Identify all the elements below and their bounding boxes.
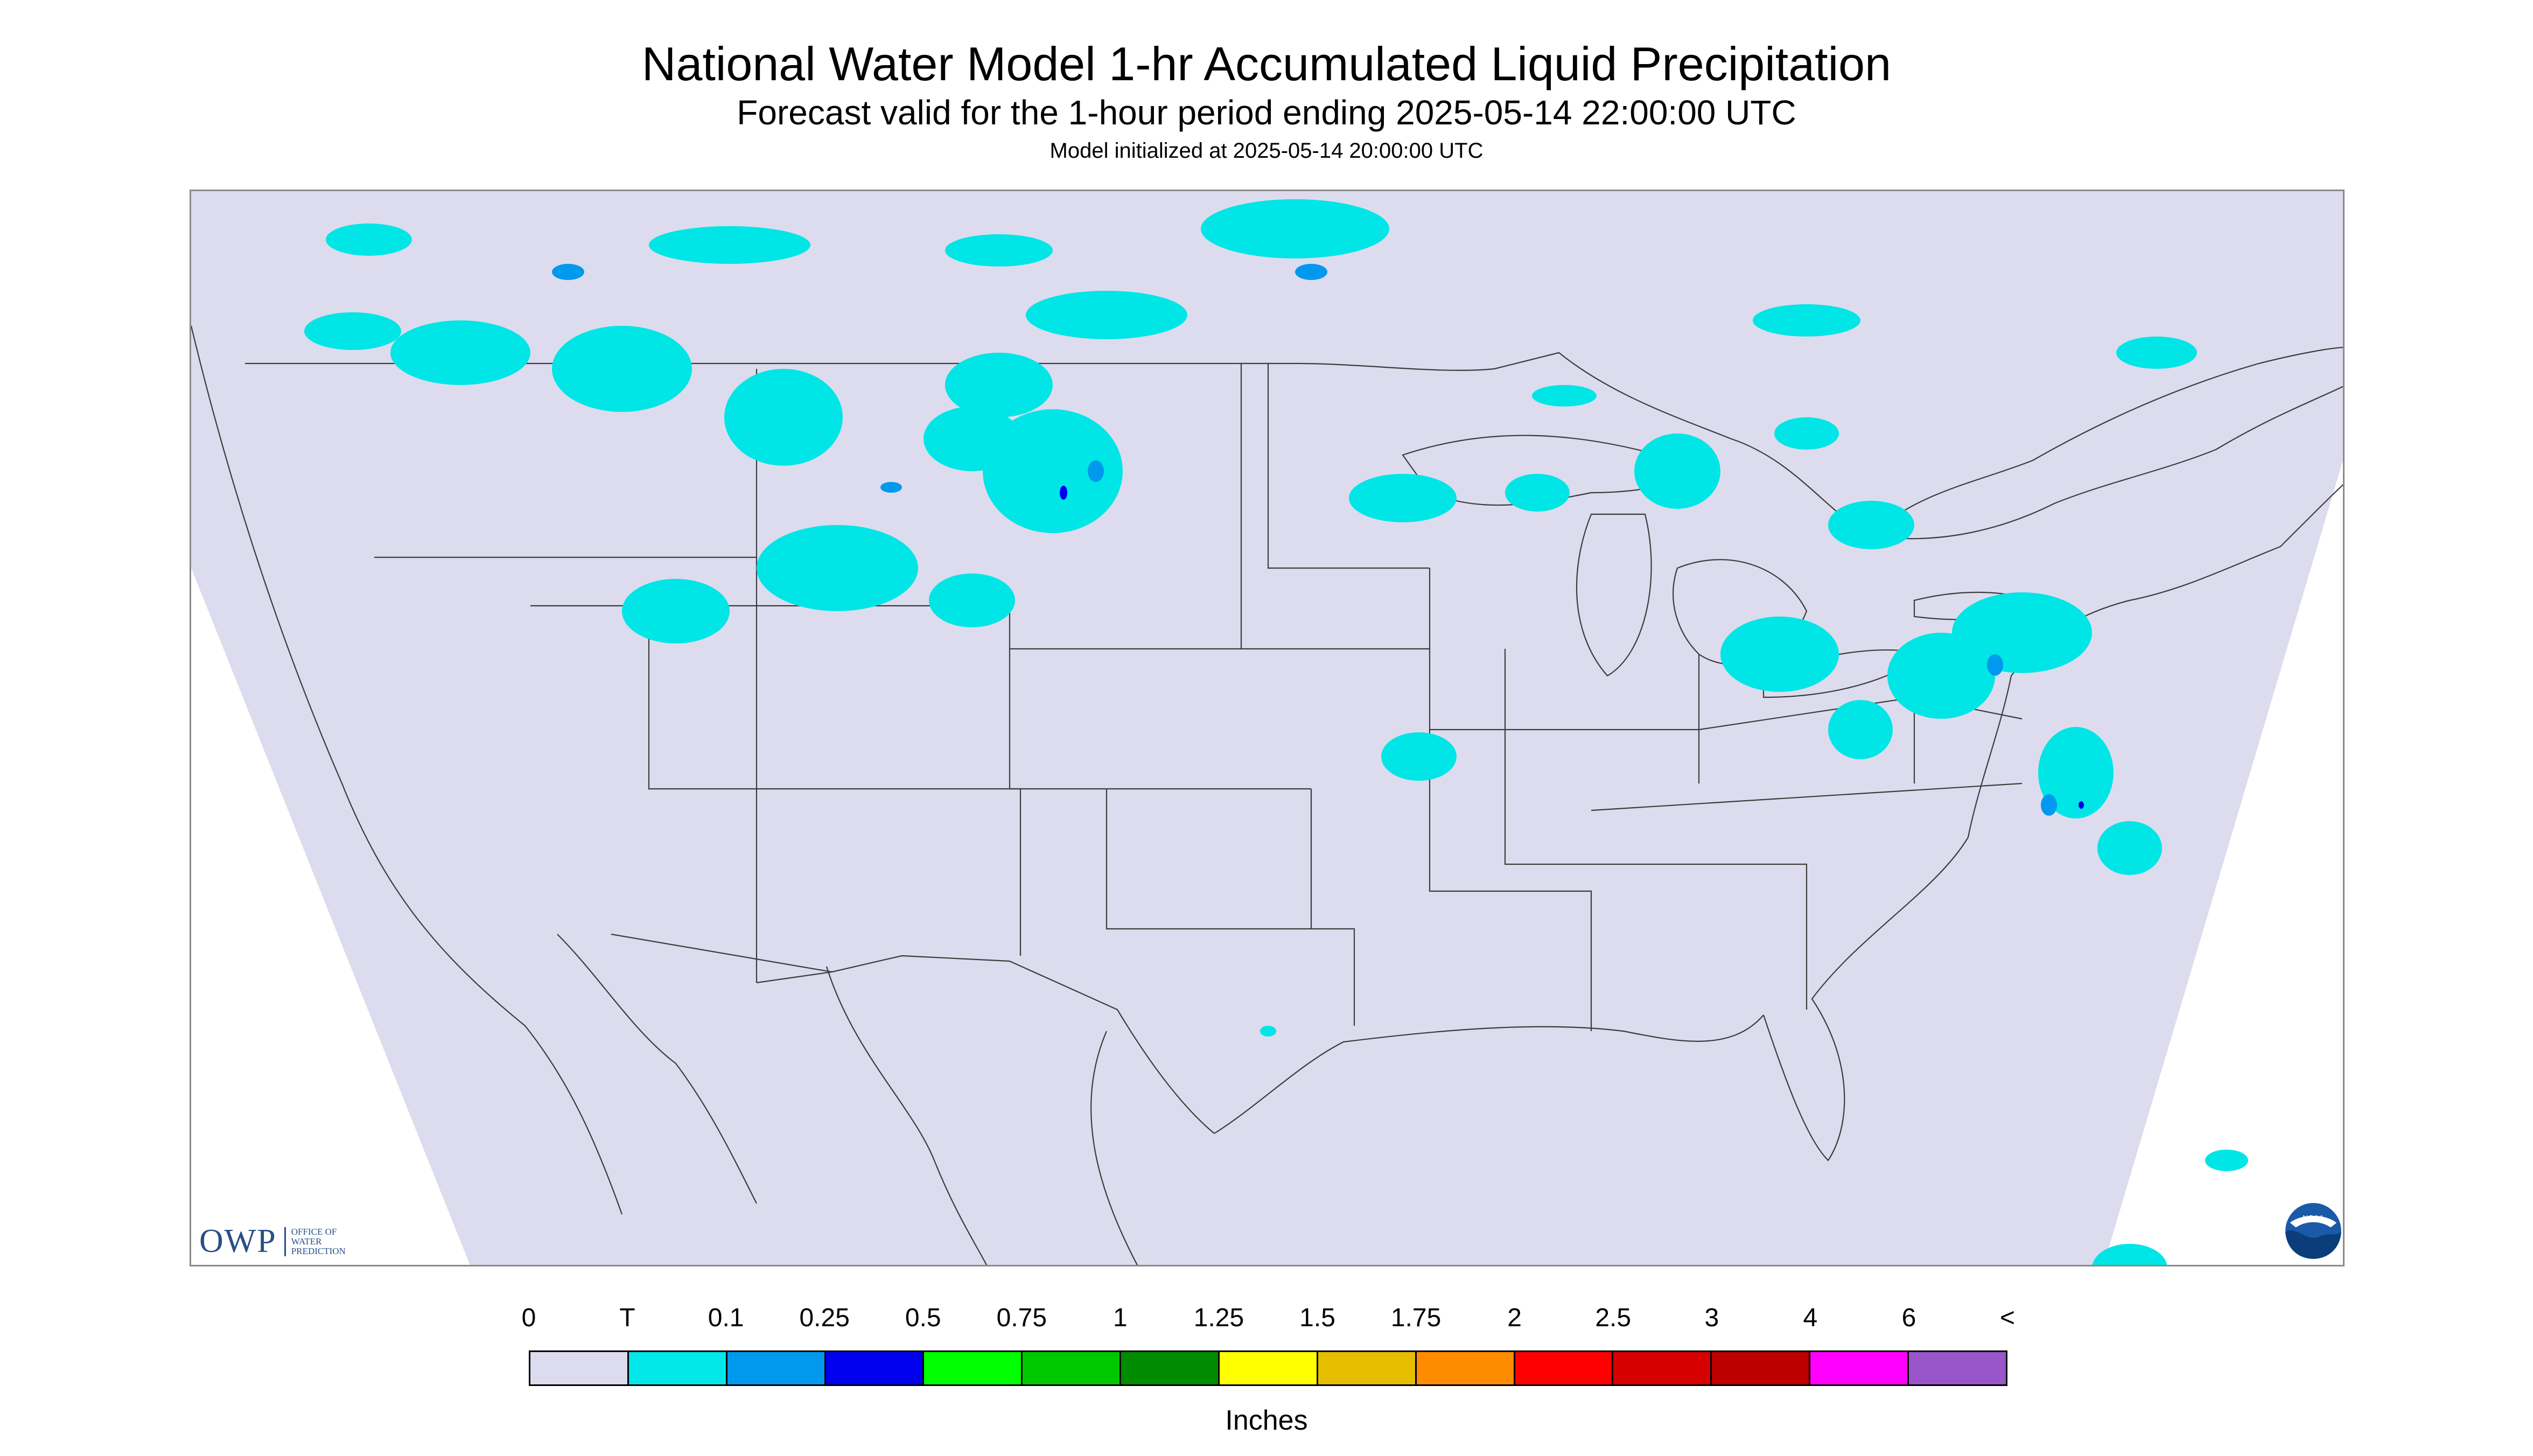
legend-tick-label: 0.75 bbox=[996, 1304, 1047, 1332]
precip-area bbox=[649, 226, 810, 264]
legend-swatch bbox=[1416, 1352, 1515, 1384]
precip-area bbox=[983, 409, 1123, 533]
precip-area bbox=[1060, 486, 1067, 500]
legend-units: Inches bbox=[1225, 1405, 1308, 1436]
precip-area bbox=[1774, 417, 1839, 450]
precip-area bbox=[1532, 385, 1597, 407]
precip-area bbox=[1349, 474, 1457, 522]
precip-area bbox=[1381, 732, 1457, 781]
precip-area bbox=[1720, 617, 1839, 692]
legend-tick-label: 1.25 bbox=[1193, 1304, 1244, 1332]
model-init-text: Model initialized at 2025-05-14 20:00:00… bbox=[1049, 139, 1484, 163]
precip-area bbox=[1952, 592, 2092, 673]
precip-area bbox=[2092, 1244, 2167, 1265]
legend-swatch bbox=[1121, 1352, 1220, 1384]
legend-tick-label: T bbox=[619, 1304, 635, 1332]
legend-swatch bbox=[924, 1352, 1023, 1384]
legend-swatch bbox=[1318, 1352, 1417, 1384]
legend-tick-label: 2 bbox=[1507, 1304, 1522, 1332]
legend-tick-label: < bbox=[1999, 1304, 2016, 1332]
legend-swatch bbox=[1909, 1352, 2006, 1384]
legend-tick-label: 6 bbox=[1901, 1304, 1916, 1332]
precip-area bbox=[390, 320, 530, 385]
legend-swatch bbox=[1810, 1352, 1909, 1384]
precip-area bbox=[724, 369, 843, 466]
precip-area bbox=[2205, 1150, 2248, 1171]
precip-area bbox=[1295, 264, 1327, 280]
noaa-logo-icon: NOAA bbox=[2285, 1203, 2341, 1259]
map-title: National Water Model 1-hr Accumulated Li… bbox=[641, 37, 1892, 90]
precip-area bbox=[304, 312, 401, 350]
color-legend bbox=[529, 1350, 2007, 1386]
precip-area bbox=[1828, 700, 1893, 759]
owp-subtitle: OFFICE OF WATER PREDICTION bbox=[284, 1227, 356, 1256]
precip-area bbox=[1828, 501, 1914, 549]
precip-area bbox=[552, 326, 692, 412]
legend-swatch bbox=[530, 1352, 629, 1384]
precip-area bbox=[757, 525, 918, 611]
legend-tick-label: 2.5 bbox=[1595, 1304, 1632, 1332]
precip-area bbox=[880, 482, 902, 493]
model-domain bbox=[191, 191, 2343, 1265]
legend-swatch bbox=[1515, 1352, 1614, 1384]
legend-tick-label: 0.5 bbox=[905, 1304, 941, 1332]
legend-swatch bbox=[727, 1352, 826, 1384]
noaa-logo-text: NOAA bbox=[2303, 1214, 2324, 1222]
precip-area bbox=[2097, 821, 2162, 875]
precip-area bbox=[326, 223, 412, 256]
legend-tick-label: 0.1 bbox=[708, 1304, 744, 1332]
precip-area bbox=[622, 579, 730, 643]
legend-tick-label: 3 bbox=[1704, 1304, 1719, 1332]
legend-tick-label: 0.25 bbox=[799, 1304, 850, 1332]
owp-wordmark: OWP bbox=[199, 1223, 277, 1259]
legend-tick-label: 1 bbox=[1113, 1304, 1128, 1332]
legend-swatch bbox=[628, 1352, 727, 1384]
legend-swatch bbox=[1220, 1352, 1318, 1384]
precip-area bbox=[929, 573, 1015, 627]
precipitation-map[interactable] bbox=[190, 190, 2345, 1266]
legend-tick-label: 4 bbox=[1803, 1304, 1818, 1332]
map-canvas bbox=[191, 191, 2343, 1265]
precip-area bbox=[945, 353, 1053, 417]
precip-area bbox=[2038, 727, 2114, 818]
precip-area bbox=[552, 264, 584, 280]
precip-area bbox=[1201, 199, 1389, 258]
map-subtitle: Forecast valid for the 1-hour period end… bbox=[737, 93, 1796, 132]
owp-logo: OWP OFFICE OF WATER PREDICTION bbox=[199, 1222, 356, 1261]
legend-tick-label: 0 bbox=[521, 1304, 536, 1332]
legend-labels: 0 T 0.1 0.25 0.5 0.75 1 1.25 1.5 1.75 2 2.5 3 4 6 < bbox=[0, 1303, 2533, 1335]
precip-area bbox=[1505, 474, 1570, 512]
legend-swatch bbox=[825, 1352, 925, 1384]
precip-area bbox=[945, 234, 1053, 267]
precip-areas bbox=[304, 199, 2248, 1265]
precip-area bbox=[1753, 304, 1860, 337]
legend-swatch bbox=[1613, 1352, 1712, 1384]
legend-swatch bbox=[1712, 1352, 1811, 1384]
precip-area bbox=[2116, 337, 2197, 369]
precip-area bbox=[1088, 460, 1104, 482]
precip-area bbox=[2041, 794, 2057, 816]
legend-tick-label: 1.5 bbox=[1299, 1304, 1335, 1332]
precip-area bbox=[1634, 433, 1720, 509]
legend-swatch bbox=[1023, 1352, 1122, 1384]
precip-area bbox=[2079, 801, 2084, 809]
precip-area bbox=[1026, 291, 1187, 339]
precip-area bbox=[1260, 1026, 1276, 1037]
legend-tick-label: 1.75 bbox=[1390, 1304, 1442, 1332]
precip-area bbox=[1987, 654, 2003, 676]
